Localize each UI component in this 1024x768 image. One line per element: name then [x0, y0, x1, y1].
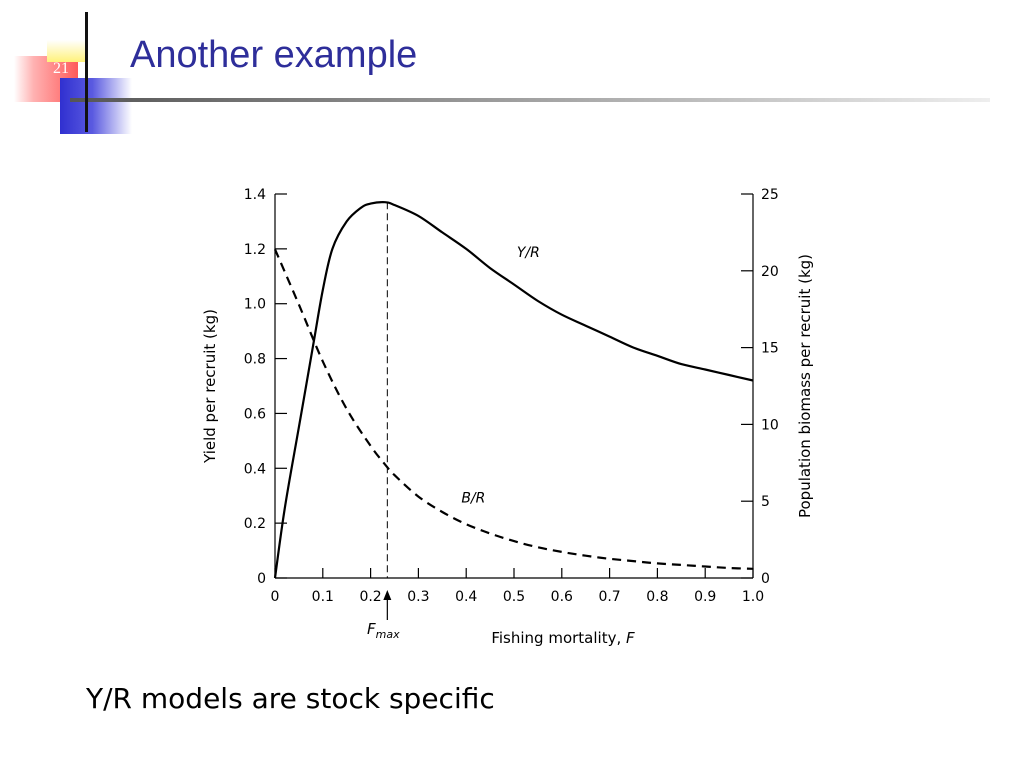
br-curve-label: B/R [461, 491, 485, 507]
y-axis-title: Yield per recruit (kg) [201, 309, 219, 464]
y-tick-label: 1.0 [244, 297, 266, 313]
x-tick-label: 0.3 [407, 589, 429, 605]
x-tick-label: 0.8 [646, 589, 668, 605]
y-tick-label: 0.4 [244, 461, 266, 477]
y-tick-label: 1.2 [244, 242, 266, 258]
series-line-y-r [273, 201, 754, 579]
y-tick-label: 0.2 [244, 516, 266, 532]
chart-svg: 0 0.2 0.4 0.6 0.8 1.0 1.2 1.4 0 5 10 15 20 25 0 0.1 0.2 0… [201, 187, 814, 647]
x-tick-label: 1.0 [742, 589, 764, 605]
fmax-label-sub: max [376, 628, 400, 641]
x-tick-label: 0 [271, 589, 280, 605]
y2-tick-label: 0 [761, 571, 770, 587]
x-tick-label: 0.6 [551, 589, 573, 605]
x-tick-label: 0.7 [598, 589, 620, 605]
y-tick-label: 0.8 [244, 352, 266, 368]
fmax-label-main: F [367, 620, 376, 638]
y2-tick-label: 5 [761, 494, 770, 510]
x-tick-label: 0.9 [694, 589, 716, 605]
slide-caption: Y/R models are stock specific [86, 682, 495, 715]
slide-number: 21 [53, 60, 69, 77]
decorative-yellow-block [47, 40, 87, 62]
x-tick-label: 0.4 [455, 589, 477, 605]
x-tick-label: 0.2 [359, 589, 381, 605]
y2-tick-label: 25 [761, 187, 779, 203]
decorative-blue-block [60, 78, 132, 134]
y2-tick-label: 10 [761, 417, 779, 433]
x-tick-label: 0.1 [312, 589, 334, 605]
series-line-b-r [273, 248, 754, 570]
y2-axis-title: Population biomass per recruit (kg) [796, 254, 814, 518]
x-axis-title: Fishing mortality, F [491, 629, 635, 647]
y2-tick-label: 15 [761, 341, 779, 357]
y-tick-label: 0.6 [244, 406, 266, 422]
slide-title: Another example [130, 34, 418, 76]
x-axis-title-text: Fishing mortality, [491, 629, 626, 647]
x-axis-title-symbol: F [626, 629, 635, 647]
fmax-arrow-head [383, 590, 392, 600]
yield-per-recruit-chart: 0 0.2 0.4 0.6 0.8 1.0 1.2 1.4 0 5 10 15 20 25 0 0.1 0.2 0… [185, 170, 845, 660]
y-tick-label: 1.4 [244, 187, 266, 203]
title-underline [70, 98, 990, 102]
x-tick-label: 0.5 [503, 589, 525, 605]
decorative-vertical-line [85, 12, 88, 132]
y-tick-label: 0 [257, 571, 266, 587]
y2-tick-label: 20 [761, 264, 779, 280]
yr-curve-label: Y/R [517, 245, 540, 261]
fmax-label: Fmax [367, 620, 400, 641]
